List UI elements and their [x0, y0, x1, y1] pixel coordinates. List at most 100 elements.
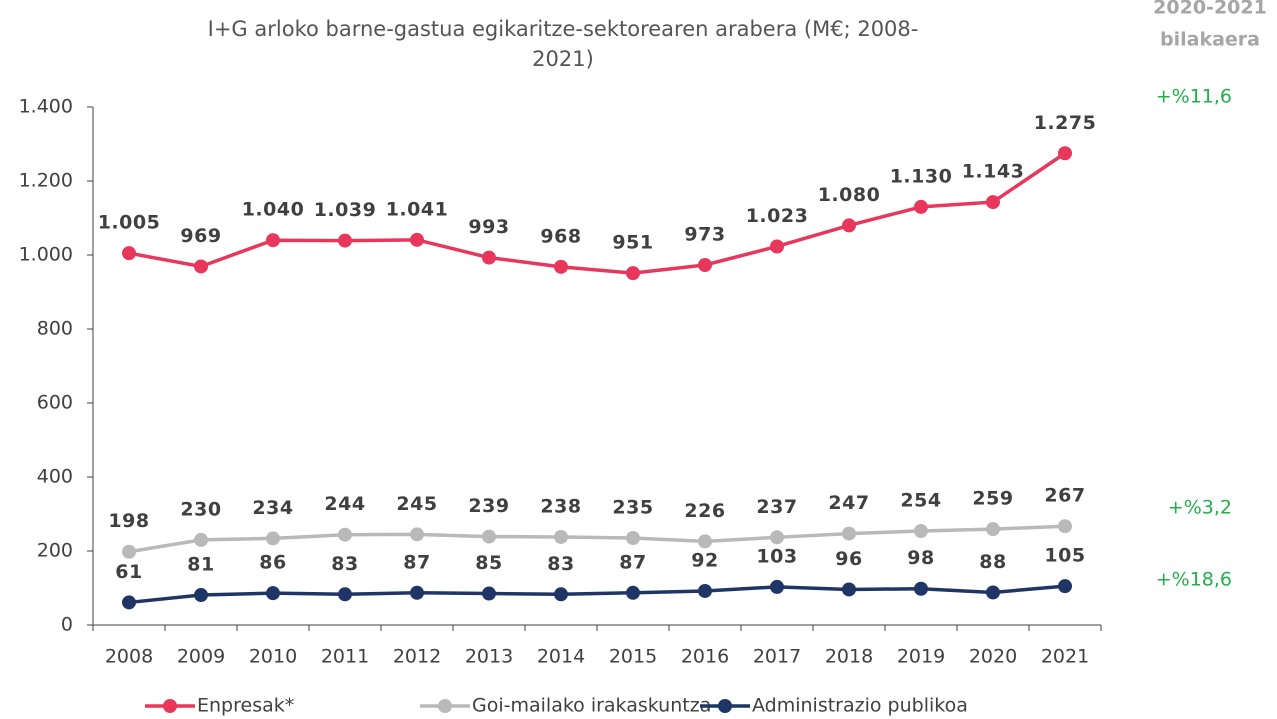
legend-marker [163, 699, 177, 713]
data-label: 245 [396, 493, 437, 515]
legend-label: Administrazio publikoa [752, 695, 968, 717]
series-line [128, 151, 1066, 275]
legend-marker [438, 699, 452, 713]
change-annotation: +%18,6 [1156, 569, 1232, 591]
annotation-header: bilakaera [1160, 29, 1260, 51]
data-label: 87 [619, 551, 646, 573]
data-label: 234 [252, 497, 293, 519]
y-tick-label: 1.400 [19, 96, 73, 118]
x-tick-label: 2018 [825, 646, 873, 668]
change-annotation: +%11,6 [1156, 86, 1232, 108]
data-label: 103 [756, 545, 797, 567]
data-label: 244 [324, 493, 365, 515]
data-point [1058, 519, 1072, 534]
data-label: 226 [684, 500, 725, 522]
data-label: 85 [475, 552, 502, 574]
data-point [482, 586, 496, 601]
data-point [554, 529, 568, 544]
data-label: 267 [1044, 485, 1085, 507]
data-label: 81 [187, 554, 214, 576]
data-point [266, 586, 280, 601]
data-point [122, 544, 136, 559]
data-label: 1.080 [818, 184, 881, 206]
data-label: 237 [756, 496, 797, 518]
data-point [698, 583, 712, 598]
data-label: 235 [612, 497, 653, 519]
y-tick-label: 1.000 [19, 244, 73, 266]
data-point [986, 195, 1000, 210]
data-point [122, 595, 136, 610]
data-point [914, 199, 928, 214]
y-tick-label: 400 [37, 466, 73, 488]
data-label: 969 [180, 225, 221, 247]
data-point [914, 524, 928, 539]
legend-marker [718, 699, 732, 713]
data-point [1058, 579, 1072, 594]
x-tick-label: 2010 [249, 646, 297, 668]
data-point [482, 529, 496, 544]
data-label: 87 [403, 551, 430, 573]
x-tick-label: 2014 [537, 646, 585, 668]
change-annotation: +%3,2 [1168, 497, 1232, 519]
data-point [626, 266, 640, 281]
x-tick-label: 2009 [177, 646, 225, 668]
legend-label: Enpresak* [197, 695, 294, 717]
data-label: 96 [835, 548, 862, 570]
data-point [842, 218, 856, 233]
data-label: 1.275 [1034, 112, 1097, 134]
y-tick-label: 200 [37, 540, 73, 562]
data-point [698, 534, 712, 549]
data-point [338, 233, 352, 248]
data-label: 1.039 [314, 199, 377, 221]
data-label: 92 [691, 549, 718, 571]
data-point [194, 259, 208, 274]
series-line [128, 524, 1066, 554]
data-point [482, 250, 496, 265]
x-tick-label: 2008 [105, 646, 153, 668]
data-point [770, 579, 784, 594]
data-label: 951 [612, 232, 653, 254]
data-point [266, 531, 280, 546]
x-tick-label: 2012 [393, 646, 441, 668]
data-label: 98 [907, 547, 934, 569]
data-point [842, 582, 856, 597]
legend-label: Goi-mailako irakaskuntza [472, 695, 711, 717]
data-label: 105 [1044, 545, 1085, 567]
data-label: 86 [259, 552, 286, 574]
x-tick-label: 2013 [465, 646, 513, 668]
data-point [986, 585, 1000, 600]
data-label: 1.143 [962, 161, 1025, 183]
annotation-header: 2020-2021 [1153, 0, 1267, 19]
data-label: 1.005 [98, 212, 161, 234]
data-label: 83 [547, 553, 574, 575]
data-point [122, 246, 136, 261]
data-label: 238 [540, 495, 581, 517]
chart-title: I+G arloko barne-gastua egikaritze-sekto… [208, 17, 919, 41]
data-label: 973 [684, 223, 725, 245]
data-point [698, 257, 712, 272]
x-tick-label: 2016 [681, 646, 729, 668]
data-label: 993 [468, 216, 509, 238]
data-label: 247 [828, 492, 869, 514]
data-label: 239 [468, 495, 509, 517]
data-point [770, 530, 784, 545]
x-tick-label: 2017 [753, 646, 801, 668]
x-tick-label: 2019 [897, 646, 945, 668]
data-point [986, 522, 1000, 537]
data-point [626, 585, 640, 600]
data-label: 1.130 [890, 165, 953, 187]
data-point [554, 259, 568, 274]
data-label: 1.040 [242, 199, 305, 221]
y-tick-label: 800 [37, 318, 73, 340]
data-label: 230 [180, 498, 221, 520]
data-point [338, 527, 352, 542]
data-point [194, 532, 208, 547]
data-point [554, 587, 568, 602]
y-tick-label: 0 [61, 614, 73, 636]
x-tick-label: 2020 [969, 646, 1017, 668]
data-label: 61 [115, 561, 142, 583]
data-point [410, 527, 424, 542]
x-tick-label: 2021 [1041, 646, 1089, 668]
series-line [128, 584, 1066, 605]
